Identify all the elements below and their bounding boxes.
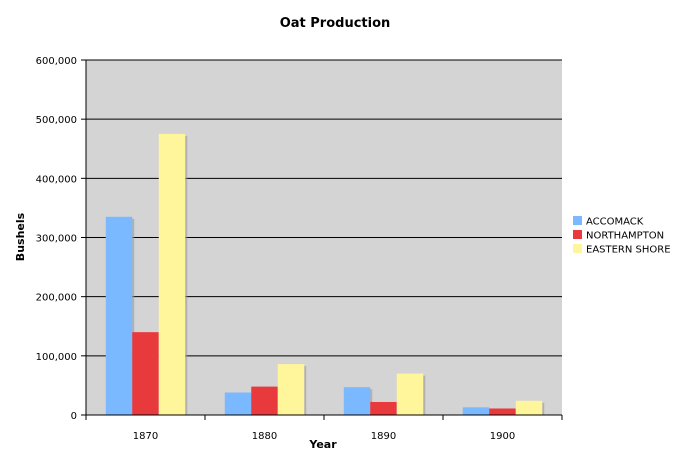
bar-eastern-shore-1890: [396, 373, 424, 415]
legend-swatch: [573, 216, 582, 225]
bar-eastern-shore-1880: [277, 364, 305, 415]
y-tick-label: 600,000: [36, 56, 77, 67]
bar-northampton-1890: [370, 401, 397, 415]
x-tick-label: 1900: [490, 431, 515, 442]
x-tick-labels: 1870 1880 1890 1900: [133, 431, 515, 442]
y-tick-label: 0: [71, 411, 77, 422]
legend-swatch: [573, 244, 582, 253]
x-tick-label: 1880: [252, 431, 277, 442]
legend: ACCOMACK NORTHAMPTON EASTERN SHORE: [573, 216, 671, 256]
bar-eastern-shore-1900: [515, 400, 543, 415]
bar-northampton-1870: [132, 332, 159, 415]
bars-group: [105, 133, 545, 416]
bar-eastern-shore-1870: [158, 133, 186, 416]
bar-northampton-1880: [251, 386, 278, 415]
legend-label: ACCOMACK: [586, 217, 644, 228]
y-axis-title: Bushels: [14, 212, 27, 261]
bar-northampton-1900: [489, 408, 516, 415]
axes-group: [85, 60, 563, 420]
y-tick-labels: 0 100,000 200,000 300,000 400,000 500,000 600,…: [36, 56, 77, 422]
y-tick-label: 100,000: [36, 352, 77, 363]
bar-accomack-1890: [343, 387, 371, 415]
x-axis-title: Year: [308, 438, 337, 451]
bar-accomack-1880: [224, 392, 252, 415]
legend-swatch: [573, 230, 582, 239]
y-tick-label: 200,000: [36, 293, 77, 304]
bar-accomack-1870: [105, 216, 133, 415]
legend-label: NORTHAMPTON: [586, 231, 664, 242]
y-tick-label: 300,000: [36, 234, 77, 245]
chart-title: Oat Production: [280, 16, 391, 31]
x-tick-label: 1870: [133, 431, 158, 442]
legend-label: EASTERN SHORE: [586, 245, 671, 256]
y-tick-label: 500,000: [36, 115, 77, 126]
x-tick-label: 1890: [371, 431, 396, 442]
y-tick-label: 400,000: [36, 174, 77, 185]
bar-accomack-1900: [462, 407, 490, 415]
